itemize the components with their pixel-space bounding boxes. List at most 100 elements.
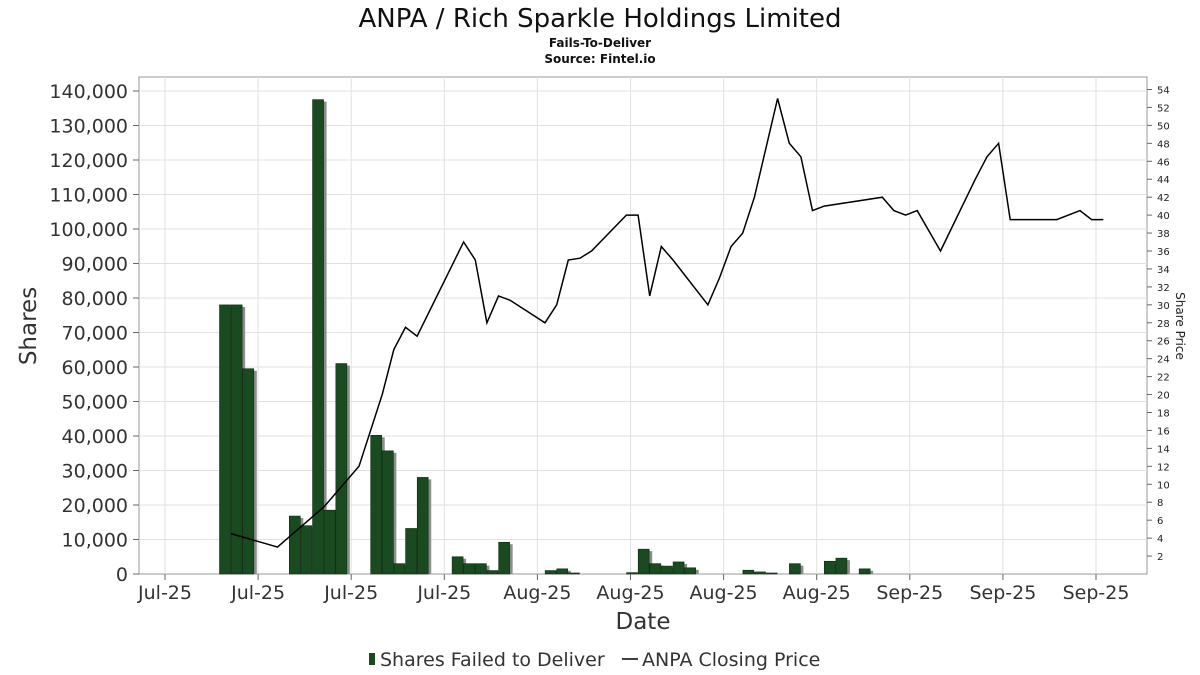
x-tick-label: Jul-25: [416, 582, 471, 604]
y-right-tick-label: 22: [1157, 373, 1170, 384]
y-right-tick-label: 32: [1157, 283, 1170, 294]
y-right-tick-label: 18: [1157, 409, 1170, 420]
grid-lines: [139, 77, 1147, 574]
legend-bar-label: Shares Failed to Deliver: [380, 649, 605, 671]
y-right-tick-label: 10: [1157, 480, 1170, 491]
y-right-tick-label: 30: [1157, 301, 1170, 312]
fails-bar: [544, 570, 557, 575]
chart-source: Source: Fintel.io: [544, 52, 655, 66]
fails-bar: [219, 304, 231, 575]
x-tick-label: Sep-25: [1063, 582, 1130, 604]
y-right-tick-label: 2: [1157, 552, 1163, 563]
y-tick-label: 0: [116, 564, 128, 586]
y-right-tick-label: 4: [1157, 534, 1163, 545]
fails-bar: [858, 568, 871, 575]
y-tick-label: 50,000: [62, 392, 128, 414]
fails-bar: [323, 509, 336, 575]
y-right-tick-label: 26: [1157, 337, 1170, 348]
y-right-tick-label: 46: [1157, 157, 1170, 168]
fails-bar: [742, 569, 755, 575]
legend-bar-swatch: [369, 653, 375, 665]
fails-bar: [405, 528, 417, 575]
left-axis-ticks: 0 10,000 20,000 30,000 40,000 50,000 60,000 70,…: [49, 81, 139, 586]
y-right-tick-label: 44: [1157, 175, 1170, 186]
fails-bar: [672, 561, 685, 575]
y-tick-label: 120,000: [49, 150, 128, 172]
y-right-tick-label: 24: [1157, 355, 1170, 366]
y-right-tick-label: 48: [1157, 139, 1170, 150]
fails-bar: [568, 572, 580, 575]
chart-subtitle: Fails-To-Deliver: [549, 36, 651, 50]
fails-to-deliver-bars: [219, 99, 874, 575]
y-right-tick-label: 40: [1157, 211, 1170, 222]
chart-title: ANPA / Rich Sparkle Holdings Limited: [359, 4, 842, 34]
y-right-tick-label: 54: [1157, 86, 1170, 97]
fails-bar: [393, 563, 406, 575]
fails-bar: [475, 563, 487, 575]
y-tick-label: 80,000: [62, 288, 128, 310]
fails-bar: [300, 525, 313, 575]
y-right-tick-label: 28: [1157, 319, 1170, 330]
y-right-tick-label: 52: [1157, 103, 1170, 114]
fails-bar: [661, 565, 673, 575]
fails-bar: [835, 557, 848, 575]
y-axis-right-label: Share Price: [1173, 292, 1187, 360]
y-right-tick-label: 50: [1157, 121, 1170, 132]
fails-bar: [823, 560, 836, 575]
y-tick-label: 20,000: [62, 495, 128, 517]
fails-bar: [684, 567, 697, 575]
y-right-tick-label: 12: [1157, 462, 1170, 473]
y-right-tick-label: 8: [1157, 498, 1163, 509]
plot-area: [138, 76, 1148, 575]
y-right-tick-label: 42: [1157, 193, 1170, 204]
x-tick-label: Jul-25: [137, 582, 192, 604]
fails-bar: [230, 304, 243, 575]
x-tick-label: Sep-25: [876, 582, 943, 604]
x-axis-label: Date: [616, 609, 671, 635]
fails-bar: [335, 363, 348, 575]
x-tick-label: Aug-25: [783, 582, 851, 604]
y-right-tick-label: 34: [1157, 265, 1170, 276]
y-right-tick-label: 20: [1157, 391, 1170, 402]
legend-line-label: ANPA Closing Price: [642, 649, 820, 671]
x-tick-label: Sep-25: [969, 582, 1036, 604]
fails-bar: [754, 571, 766, 575]
y-tick-label: 60,000: [62, 357, 128, 379]
fails-bar: [626, 572, 638, 575]
y-tick-label: 130,000: [49, 116, 128, 138]
y-tick-label: 70,000: [62, 323, 128, 345]
y-tick-label: 30,000: [62, 461, 128, 483]
fails-bar: [242, 368, 255, 575]
y-tick-label: 10,000: [62, 530, 128, 552]
x-tick-label: Aug-25: [503, 582, 571, 604]
fails-bar: [288, 515, 301, 575]
y-tick-label: 140,000: [49, 81, 128, 103]
x-axis-ticks: Jul-25 Jul-25 Jul-25 Jul-25 Aug-25 Aug-25 Aug-…: [137, 574, 1129, 604]
y-tick-label: 90,000: [62, 254, 128, 276]
x-tick-label: Jul-25: [323, 582, 378, 604]
fails-bar: [312, 99, 324, 575]
fails-bar: [416, 477, 429, 575]
y-right-tick-label: 38: [1157, 229, 1170, 240]
x-tick-label: Aug-25: [596, 582, 664, 604]
y-right-tick-label: 16: [1157, 426, 1170, 437]
x-tick-label: Jul-25: [230, 582, 285, 604]
right-axis-ticks: 2468101214161820222426283032343638404244…: [1147, 86, 1170, 563]
fails-bar: [649, 563, 662, 575]
fails-bar: [370, 435, 383, 575]
fails-bar: [556, 568, 569, 575]
y-right-tick-label: 36: [1157, 247, 1170, 258]
x-tick-label: Aug-25: [690, 582, 758, 604]
y-right-tick-label: 14: [1157, 444, 1170, 455]
y-right-tick-label: 6: [1157, 516, 1163, 527]
legend: Shares Failed to Deliver ANPA Closing Pr…: [369, 649, 820, 671]
fails-bar: [789, 563, 801, 575]
fails-bar: [382, 450, 394, 575]
y-tick-label: 40,000: [62, 426, 128, 448]
y-tick-label: 110,000: [49, 185, 128, 207]
y-tick-label: 100,000: [49, 219, 128, 241]
fails-bar: [451, 556, 464, 575]
fails-bar: [486, 570, 499, 575]
fails-bar: [765, 572, 778, 575]
